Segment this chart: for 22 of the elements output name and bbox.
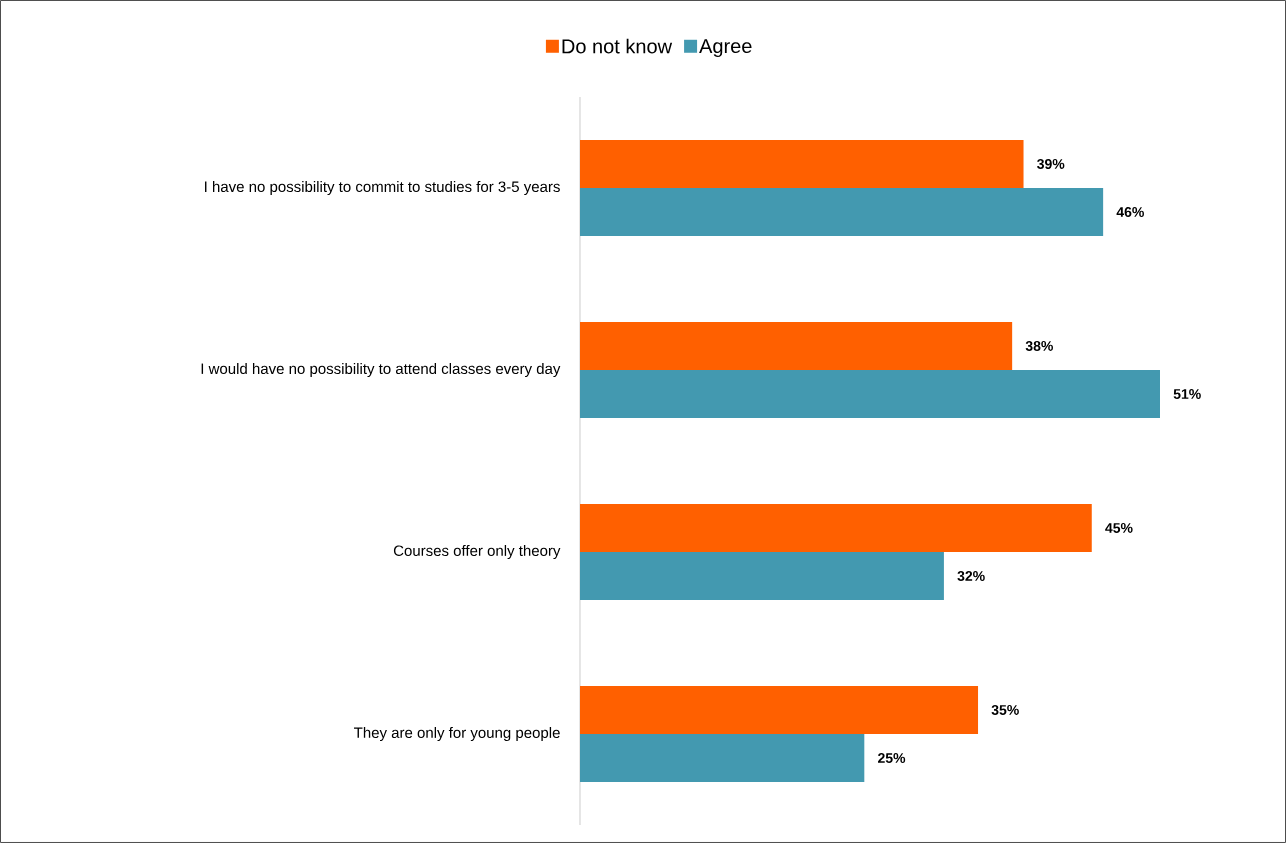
data-label: 38% [1025,341,1053,351]
bar [580,188,1104,237]
data-label: 32% [957,571,985,581]
y-tick-label: I have no possibility to commit to studies for 3-5 years [205,181,560,195]
legend-label: Agree [699,39,752,58]
y-tick-label: I would have no possibility to attend classes every day [201,363,561,377]
data-label: 51% [1173,389,1201,399]
bar [580,685,979,734]
data-label: 35% [991,704,1019,715]
data-label: 45% [1105,523,1133,533]
bar [580,139,1024,188]
legend-label: Do not know [562,38,673,54]
data-label: 46% [1116,207,1144,217]
bar [580,370,1160,419]
bar [580,733,865,783]
data-label: 25% [878,753,906,763]
bar [580,321,1013,370]
data-label: 39% [1037,159,1065,169]
y-tick-label: Courses offer only theory [393,545,561,559]
bar [580,503,1092,552]
y-tick-label: They are only for young people [354,727,560,741]
bar [580,551,944,601]
